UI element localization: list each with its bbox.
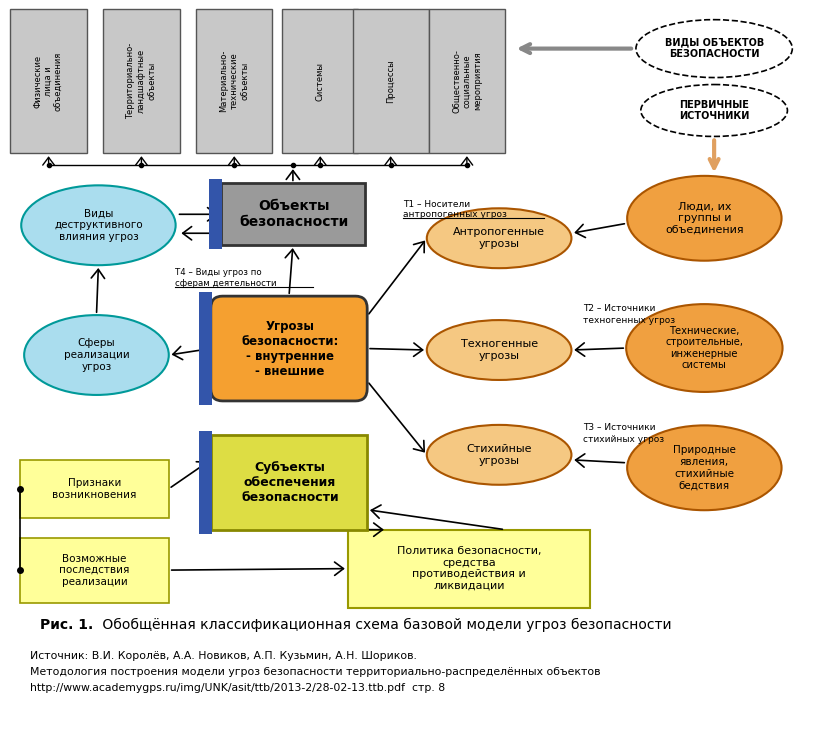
Text: Угрозы
безопасности:
- внутренние
- внешние: Угрозы безопасности: - внутренние - внеш…	[241, 319, 339, 378]
Bar	[353, 9, 429, 153]
Text: Сферы
реализации
угроз: Сферы реализации угроз	[64, 338, 129, 372]
Text: Объекты
безопасности: Объекты безопасности	[239, 199, 348, 230]
Text: Техногенные
угрозы: Техногенные угрозы	[461, 339, 537, 361]
Ellipse shape	[640, 85, 788, 136]
Text: Источник: В.И. Королёв, А.А. Новиков, А.П. Кузьмин, А.Н. Шориков.: Источник: В.И. Королёв, А.А. Новиков, А.…	[30, 652, 417, 661]
Text: сферам деятельности: сферам деятельности	[175, 278, 276, 288]
Bar	[103, 9, 179, 153]
Ellipse shape	[636, 20, 793, 77]
Bar	[199, 431, 212, 534]
Bar	[429, 9, 505, 153]
Bar	[20, 538, 169, 603]
Text: Т4 – Виды угроз по: Т4 – Виды угроз по	[175, 268, 261, 277]
Text: Рис. 1.: Рис. 1.	[40, 617, 93, 631]
Text: Т2 – Источники: Т2 – Источники	[583, 303, 655, 313]
Ellipse shape	[427, 320, 572, 380]
Text: ВИДЫ ОБЪЕКТОВ
БЕЗОПАСНОСТИ: ВИДЫ ОБЪЕКТОВ БЕЗОПАСНОСТИ	[664, 38, 764, 59]
Bar	[196, 9, 272, 153]
Bar	[11, 9, 87, 153]
Ellipse shape	[427, 208, 572, 268]
Bar	[221, 184, 365, 245]
Text: Люди, их
группы и
объединения: Люди, их группы и объединения	[665, 202, 744, 235]
Text: Физические
лица и
объединения: Физические лица и объединения	[34, 52, 64, 111]
Text: Субъекты
обеспечения
безопасности: Субъекты обеспечения безопасности	[241, 461, 339, 504]
Bar	[282, 9, 358, 153]
Text: Антропогенные
угрозы: Антропогенные угрозы	[453, 227, 545, 249]
Ellipse shape	[21, 185, 176, 265]
Text: Территориально-
ландшафтные
объекты: Территориально- ландшафтные объекты	[127, 43, 156, 119]
Text: Материально-
технические
объекты: Материально- технические объекты	[219, 50, 249, 112]
Text: антропогенных угроз: антропогенных угроз	[403, 210, 507, 219]
Text: Обобщённая классификационная схема базовой модели угроз безопасности: Обобщённая классификационная схема базов…	[98, 617, 672, 631]
Text: Возможные
последствия
реализации: Возможные последствия реализации	[60, 553, 130, 587]
Text: техногенных угроз: техногенных угроз	[583, 316, 676, 324]
Bar	[211, 435, 367, 530]
Bar	[199, 292, 212, 405]
Text: Системы: Системы	[316, 61, 325, 101]
FancyBboxPatch shape	[211, 296, 367, 401]
Text: стихийных угроз: стихийных угроз	[583, 435, 664, 445]
Text: http://www.academygps.ru/img/UNK/asit/ttb/2013-2/28-02-13.ttb.pdf  стр. 8: http://www.academygps.ru/img/UNK/asit/tt…	[30, 683, 445, 693]
Text: Политика безопасности,
средства
противодействия и
ликвидации: Политика безопасности, средства противод…	[397, 546, 541, 591]
Bar	[209, 179, 222, 249]
Ellipse shape	[627, 176, 781, 261]
Text: Общественно-
социальные
мероприятия: Общественно- социальные мероприятия	[452, 49, 482, 113]
Text: Методология построения модели угроз безопасности территориально-распределённых о: Методология построения модели угроз безо…	[30, 668, 600, 677]
Ellipse shape	[25, 315, 169, 395]
Text: Технические,
строительные,
инженерные
системы: Технические, строительные, инженерные си…	[665, 326, 744, 370]
Text: ПЕРВИЧНЫЕ
ИСТОЧНИКИ: ПЕРВИЧНЫЕ ИСТОЧНИКИ	[679, 100, 749, 121]
Text: Виды
деструктивного
влияния угроз: Виды деструктивного влияния угроз	[54, 208, 142, 242]
Ellipse shape	[627, 426, 781, 510]
Text: Признаки
возникновения: Признаки возникновения	[52, 478, 137, 499]
Ellipse shape	[626, 304, 783, 392]
Bar	[20, 460, 169, 518]
Text: Процессы: Процессы	[386, 59, 395, 103]
Bar	[348, 530, 590, 607]
Text: Стихийные
угрозы: Стихийные угрозы	[466, 444, 532, 466]
Text: Т3 – Источники: Т3 – Источники	[583, 424, 656, 432]
Text: Природные
явления,
стихийные
бедствия: Природные явления, стихийные бедствия	[673, 445, 736, 490]
Text: Т1 – Носители: Т1 – Носители	[403, 200, 470, 208]
Ellipse shape	[427, 425, 572, 485]
